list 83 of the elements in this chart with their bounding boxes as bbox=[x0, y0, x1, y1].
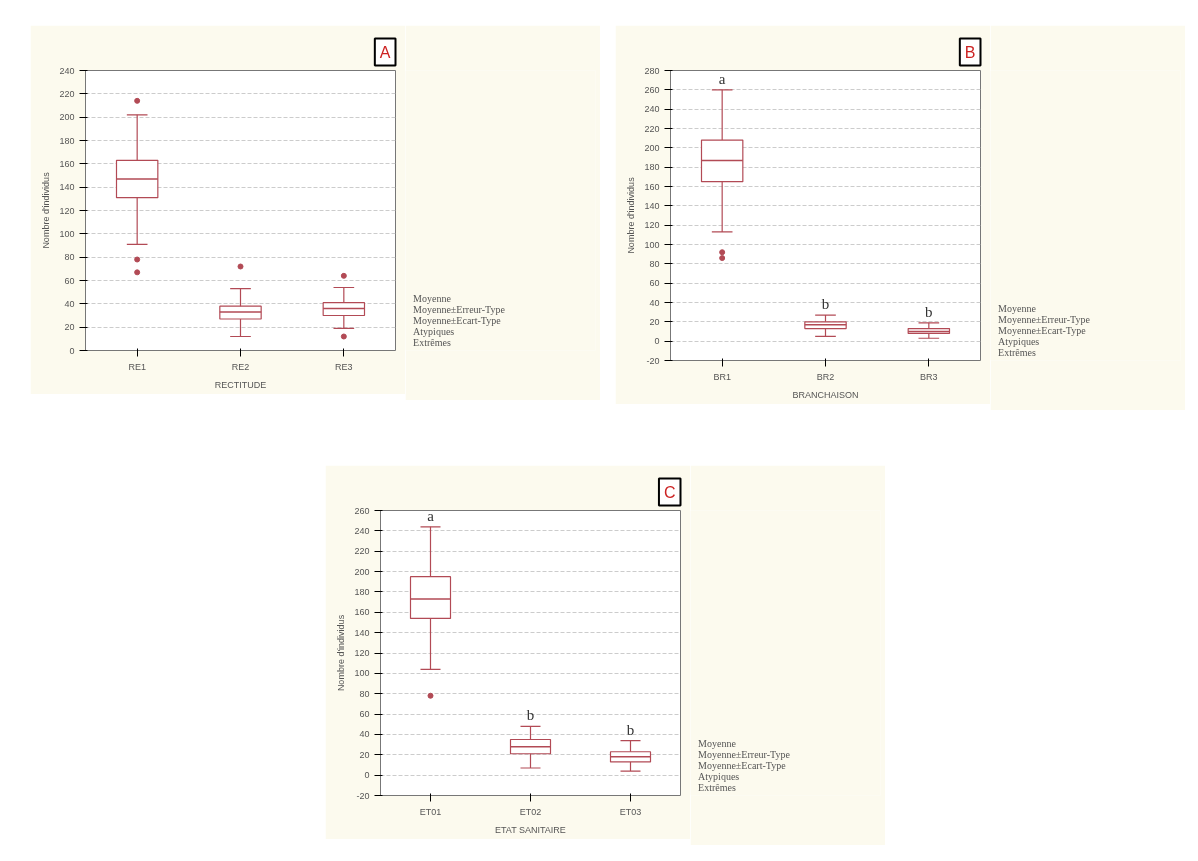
text: Moyenne±Erreur-Type bbox=[998, 313, 1091, 325]
annotation: b bbox=[626, 721, 635, 738]
chart-title: A bbox=[379, 43, 391, 61]
text: Atypiques bbox=[998, 335, 1040, 347]
x-axis-title: ETAT SANITAIRE bbox=[495, 824, 566, 835]
x-axis-title: RECTITUDE bbox=[214, 379, 267, 390]
text: Moyenne bbox=[698, 737, 737, 749]
y-tick-label: 40 bbox=[649, 297, 660, 308]
x-tick-label: BR3 bbox=[920, 371, 938, 382]
y-tick-label: 260 bbox=[354, 505, 370, 516]
y-tick-label: 120 bbox=[59, 205, 75, 216]
y-tick-label: 200 bbox=[59, 112, 75, 123]
text: Moyenne±Erreur-Type bbox=[413, 303, 506, 315]
text: Moyenne±Erreur-Type bbox=[698, 748, 791, 760]
text: Moyenne±Ecart-Type bbox=[698, 759, 787, 771]
x-tick-label: ET01 bbox=[419, 806, 442, 817]
y-tick-label: 220 bbox=[644, 123, 660, 134]
y-tick-label: 20 bbox=[649, 316, 660, 327]
text: Moyenne±Ecart-Type bbox=[998, 324, 1087, 336]
y-tick-label: 100 bbox=[644, 239, 660, 250]
y-tick-label: 60 bbox=[649, 278, 660, 289]
annotation: a bbox=[427, 507, 435, 524]
y-tick-label: 140 bbox=[59, 182, 75, 193]
y-tick-label: 240 bbox=[354, 525, 370, 536]
x-axis-title: BRANCHAISON bbox=[792, 389, 859, 400]
chart-title: C bbox=[663, 483, 676, 501]
y-tick-label: 160 bbox=[59, 158, 75, 169]
text: Extrêmes bbox=[698, 781, 736, 793]
annotation: a bbox=[718, 70, 726, 87]
y-tick-label: 80 bbox=[359, 688, 370, 699]
y-tick-label: 80 bbox=[64, 252, 75, 263]
y-tick-label: 240 bbox=[644, 104, 660, 115]
y-tick-label: 120 bbox=[354, 648, 370, 658]
x-tick-label: RE3 bbox=[335, 361, 353, 372]
y-tick-label: 80 bbox=[649, 258, 660, 269]
text: Atypiques bbox=[698, 770, 740, 782]
y-tick-label: 220 bbox=[354, 546, 370, 557]
y-tick-label: 60 bbox=[64, 275, 75, 286]
y-tick-label: 140 bbox=[354, 627, 370, 638]
text: Extrêmes bbox=[413, 336, 451, 348]
y-tick-label: 180 bbox=[644, 162, 660, 173]
y-axis-title: Nombre d'individus bbox=[336, 614, 347, 692]
y-tick-label: 0 bbox=[654, 336, 660, 347]
chart-title: B bbox=[964, 43, 976, 61]
y-tick-label: 160 bbox=[354, 607, 370, 618]
y-axis-title: Nombre d'individus bbox=[41, 171, 52, 249]
y-tick-label: 280 bbox=[644, 65, 660, 76]
annotation: b bbox=[925, 303, 933, 320]
y-tick-label: 120 bbox=[644, 220, 660, 231]
text: Moyenne bbox=[413, 292, 452, 304]
y-tick-label: 0 bbox=[364, 770, 370, 781]
y-tick-label: 200 bbox=[354, 566, 370, 577]
y-tick-label: 20 bbox=[64, 322, 75, 333]
x-tick-label: RE1 bbox=[128, 361, 146, 372]
y-tick-label: 180 bbox=[354, 586, 370, 597]
y-tick-label: 200 bbox=[644, 142, 660, 153]
y-tick-label: 140 bbox=[644, 200, 660, 211]
x-tick-label: RE2 bbox=[231, 361, 250, 372]
text: Extrêmes bbox=[998, 346, 1036, 358]
y-tick-label: -20 bbox=[356, 790, 370, 801]
y-tick-label: 260 bbox=[644, 84, 660, 95]
y-axis-title: Nombre d'individus bbox=[626, 176, 637, 254]
y-tick-label: 0 bbox=[69, 345, 75, 356]
y-tick-label: 220 bbox=[59, 88, 75, 99]
y-tick-label: 40 bbox=[359, 729, 370, 740]
y-tick-label: -20 bbox=[646, 355, 660, 366]
y-tick-label: 20 bbox=[359, 749, 370, 760]
y-tick-label: 100 bbox=[354, 668, 370, 679]
text: Moyenne bbox=[998, 302, 1037, 314]
y-tick-label: 180 bbox=[59, 135, 75, 146]
x-tick-label: ET03 bbox=[619, 806, 642, 817]
x-tick-label: BR2 bbox=[816, 371, 835, 382]
x-tick-label: BR1 bbox=[713, 371, 731, 382]
y-tick-label: 100 bbox=[59, 228, 75, 239]
y-tick-label: 40 bbox=[64, 298, 75, 309]
annotation: b bbox=[526, 707, 535, 724]
y-tick-label: 60 bbox=[359, 709, 370, 720]
y-tick-label: 160 bbox=[644, 181, 660, 192]
text: Atypiques bbox=[413, 325, 455, 337]
y-tick-label: 240 bbox=[59, 65, 75, 76]
annotation: b bbox=[821, 296, 830, 313]
text: Moyenne±Ecart-Type bbox=[413, 314, 502, 326]
x-tick-label: ET02 bbox=[519, 806, 542, 817]
